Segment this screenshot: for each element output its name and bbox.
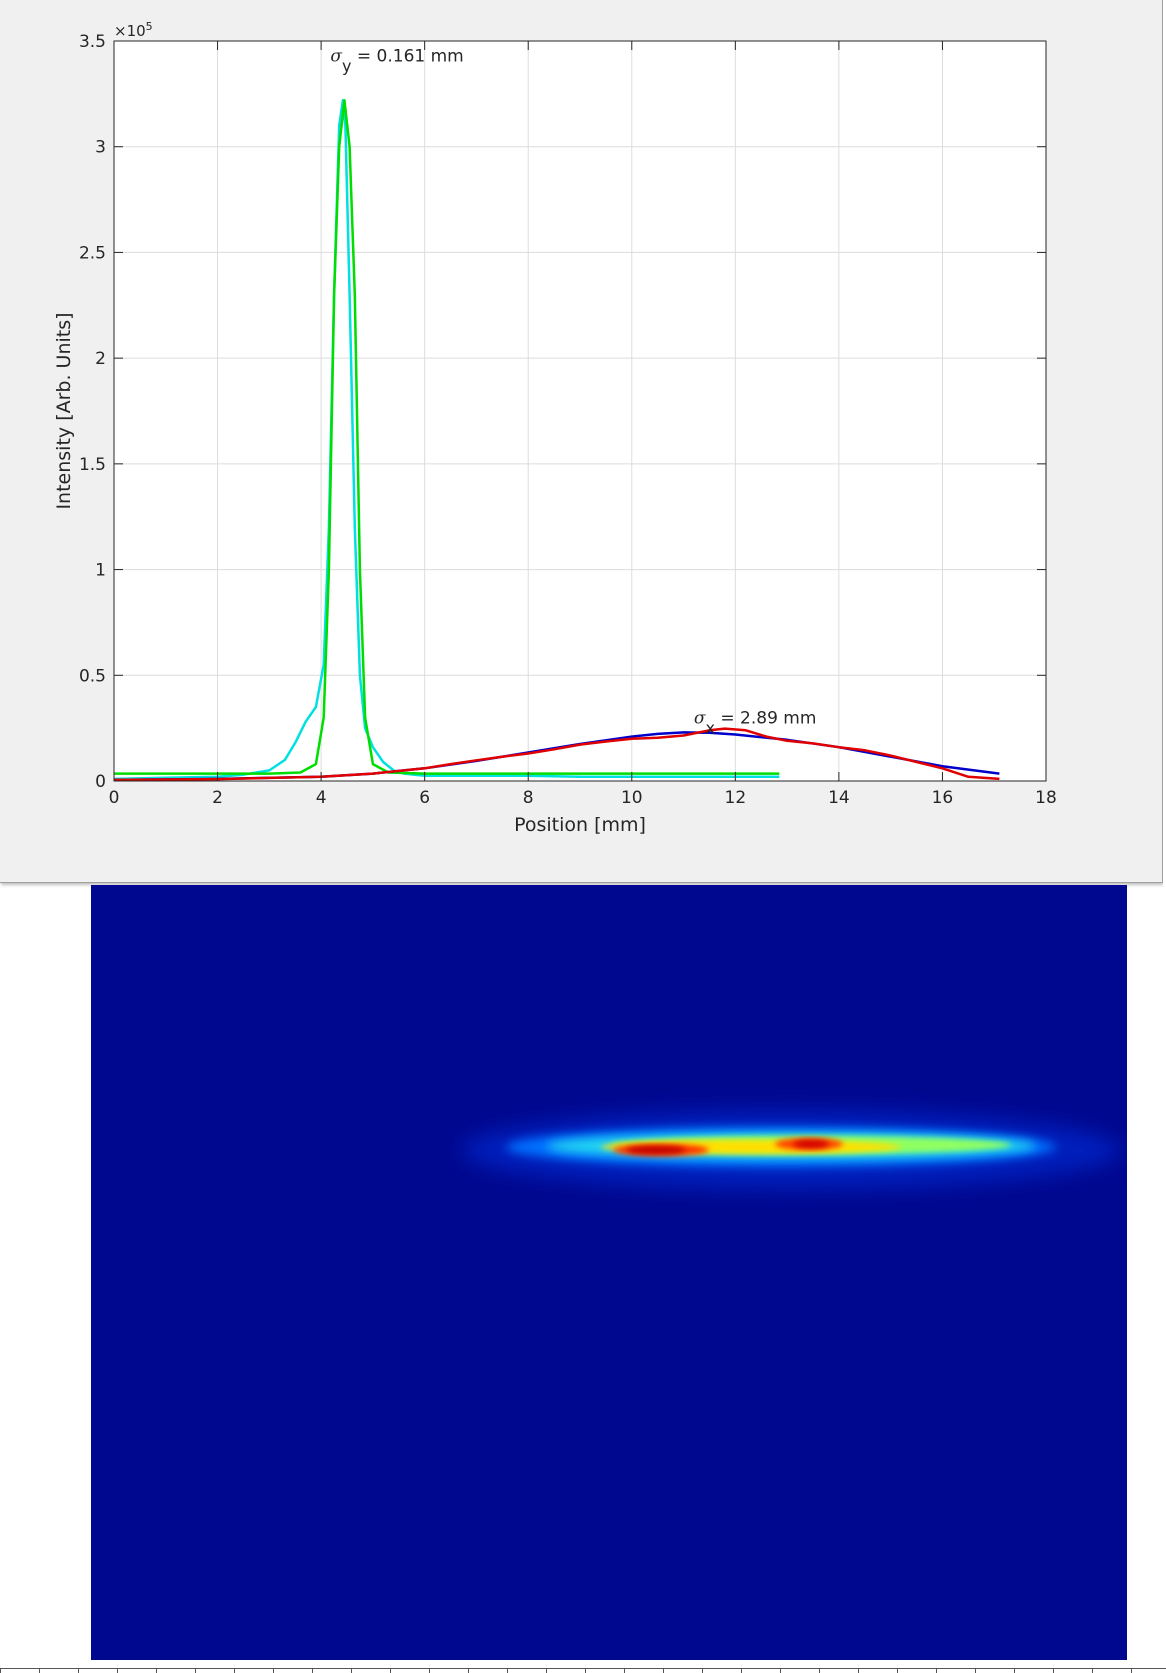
series-line-2 [114, 98, 780, 775]
y-tick-label: 2 [95, 349, 106, 369]
ticks: 0 2 4 6 8 10 12 14 16 18 0 0.5 1 1.5 2 2.5 3 3.5 [79, 32, 1057, 808]
background-window-edge [1163, 0, 1166, 1672]
y-tick-label: 1.5 [79, 455, 106, 475]
x-tick-label: 16 [932, 788, 954, 808]
beam-core-2 [793, 1140, 829, 1148]
x-tick-label: 8 [523, 788, 534, 808]
y-axis-label: Intensity [Arb. Units] [53, 312, 75, 509]
x-tick-label: 14 [828, 788, 850, 808]
series-line-4 [113, 727, 1000, 782]
x-tick-label: 10 [621, 788, 643, 808]
beam-core-1 [626, 1146, 686, 1154]
y-tick-label: 0 [95, 772, 106, 792]
x-tick-label: 18 [1035, 788, 1057, 808]
beam-heatmap [461, 1110, 1121, 1190]
x-tick-label: 12 [725, 788, 747, 808]
y-tick-label: 3 [95, 138, 106, 158]
beam-profile-image [91, 885, 1127, 1660]
y-tick-label: 3.5 [79, 32, 106, 52]
axes-background [114, 41, 1046, 781]
x-tick-label: 2 [212, 788, 223, 808]
sigma-x-annotation: σx = 2.89 mm [694, 709, 817, 738]
figure-window: 0 2 4 6 8 10 12 14 16 18 0 0.5 1 1.5 2 2.5 3 3.5 ×105 σy … [0, 0, 1163, 883]
line-plot: 0 2 4 6 8 10 12 14 16 18 0 0.5 1 1.5 2 2.5 3 3.5 ×105 σy … [53, 20, 1057, 837]
y-tick-label: 0.5 [79, 666, 106, 686]
y-exponent: ×105 [114, 20, 153, 41]
axes-box [113, 40, 1047, 782]
bottom-ruler [0, 1668, 1166, 1673]
x-tick-label: 0 [109, 788, 120, 808]
x-tick-label: 4 [316, 788, 327, 808]
y-tick-label: 2.5 [79, 243, 106, 263]
x-axis-label: Position [mm] [514, 814, 646, 836]
sigma-y-annotation: σy = 0.161 mm [330, 46, 463, 74]
y-tick-label: 1 [95, 561, 106, 581]
x-tick-label: 6 [419, 788, 430, 808]
